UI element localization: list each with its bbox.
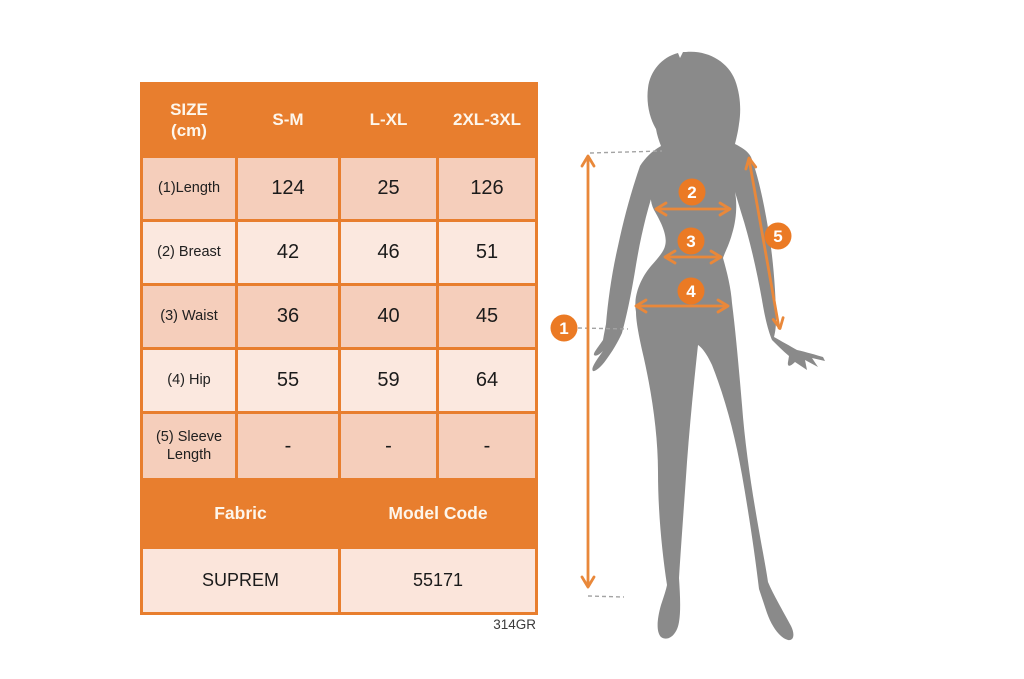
marker-circle-3 — [677, 227, 705, 255]
marker-label-5: 5 — [773, 227, 782, 246]
marker-label-2: 2 — [687, 183, 696, 202]
dashed-line-hip — [577, 327, 629, 330]
marker-label-4: 4 — [686, 282, 696, 301]
row-label-sleeve-length: (5) Sleeve Length — [143, 414, 235, 478]
value-waist-2xl3xl: 45 — [439, 286, 535, 347]
fabric-value: SUPREM — [143, 549, 338, 612]
value-breast-2xl3xl: 51 — [439, 222, 535, 283]
marker-3: 3 — [677, 227, 705, 255]
marker-label-1: 1 — [559, 319, 568, 338]
size-table: SIZE (cm) S-M L-XL 2XL-3XL (1)Length 124… — [140, 82, 538, 615]
column-header-lxl: L-XL — [341, 85, 436, 155]
value-sleeve-2xl3xl: - — [439, 414, 535, 478]
hip-arrow — [634, 298, 730, 314]
value-breast-lxl: 46 — [341, 222, 436, 283]
marker-label-3: 3 — [686, 232, 695, 251]
value-hip-lxl: 59 — [341, 350, 436, 411]
marker-2: 2 — [678, 178, 706, 206]
value-sleeve-sm: - — [238, 414, 338, 478]
value-hip-2xl3xl: 64 — [439, 350, 535, 411]
row-label-breast: (2) Breast — [143, 222, 235, 283]
marker-circle-5 — [764, 222, 792, 250]
value-length-sm: 124 — [238, 158, 338, 219]
waist-arrow — [663, 249, 723, 265]
marker-circle-1 — [550, 314, 578, 342]
model-code-value: 55171 — [341, 549, 535, 612]
marker-circle-4 — [677, 277, 705, 305]
dashed-line-shoulder — [589, 150, 663, 154]
value-waist-lxl: 40 — [341, 286, 436, 347]
value-length-2xl3xl: 126 — [439, 158, 535, 219]
row-label-length: (1)Length — [143, 158, 235, 219]
measurement-figure-svg: 1 2 3 4 5 — [550, 51, 825, 641]
row-label-waist: (3) Waist — [143, 286, 235, 347]
column-header-sm: S-M — [238, 85, 338, 155]
breast-arrow — [654, 201, 732, 217]
measurement-figure: 1 2 3 4 5 — [545, 28, 875, 662]
sleeve-arrow — [744, 156, 785, 330]
length-arrow — [580, 154, 596, 589]
marker-5: 5 — [764, 222, 792, 250]
size-unit-header: SIZE (cm) — [143, 85, 235, 155]
dashed-line-bottom — [587, 595, 625, 598]
product-code-note: 314GR — [493, 617, 536, 632]
row-label-hip: (4) Hip — [143, 350, 235, 411]
value-waist-sm: 36 — [238, 286, 338, 347]
marker-1: 1 — [550, 314, 578, 342]
value-breast-sm: 42 — [238, 222, 338, 283]
value-length-lxl: 25 — [341, 158, 436, 219]
marker-circle-2 — [678, 178, 706, 206]
value-sleeve-lxl: - — [341, 414, 436, 478]
female-body-silhouette — [592, 51, 825, 641]
value-hip-sm: 55 — [238, 350, 338, 411]
fabric-header: Fabric — [143, 481, 338, 546]
column-header-2xl3xl: 2XL-3XL — [439, 85, 535, 155]
model-code-header: Model Code — [341, 481, 535, 546]
marker-4: 4 — [677, 277, 705, 305]
